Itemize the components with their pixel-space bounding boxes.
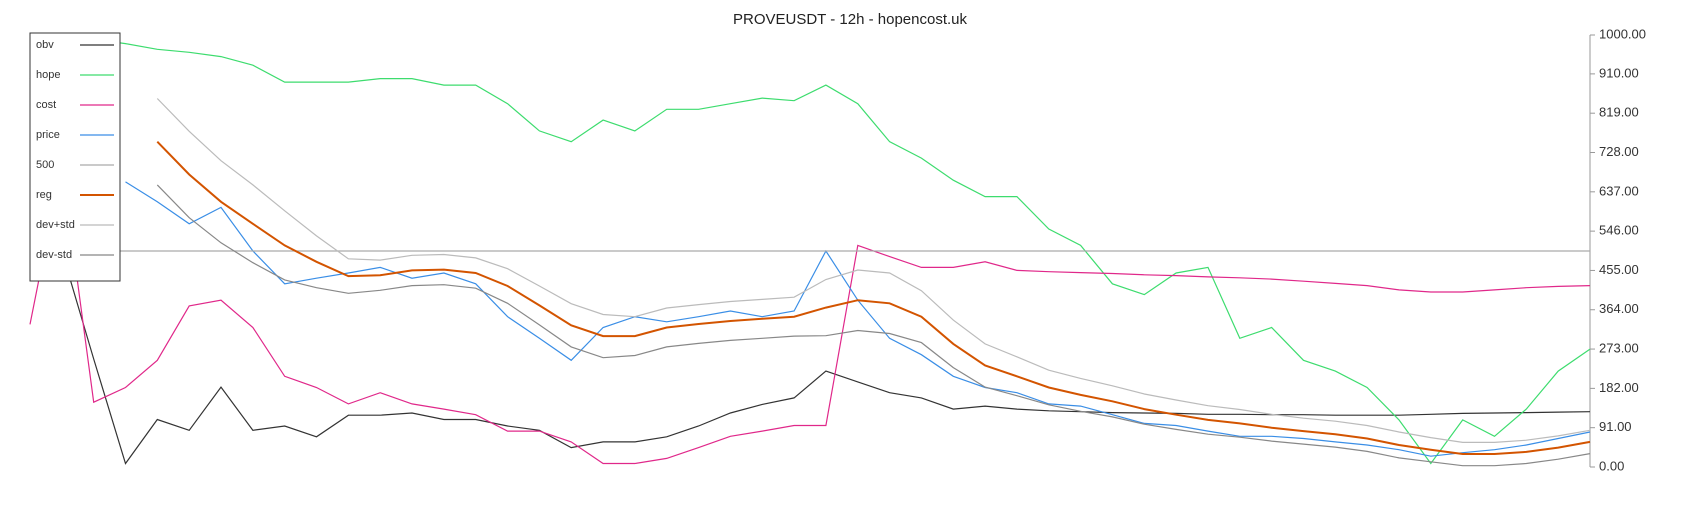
legend-label: reg xyxy=(36,189,52,201)
y-tick-label: 364.00 xyxy=(1599,301,1639,316)
y-tick-label: 819.00 xyxy=(1599,105,1639,120)
legend-label: hope xyxy=(36,69,60,81)
series-line xyxy=(156,141,1591,455)
y-tick-label: 637.00 xyxy=(1599,183,1639,198)
y-tick-label: 1000.00 xyxy=(1599,26,1646,41)
legend-label: obv xyxy=(36,39,54,51)
y-tick-label: 910.00 xyxy=(1599,65,1639,80)
y-tick-label: 0.00 xyxy=(1599,458,1624,473)
y-tick-label: 728.00 xyxy=(1599,144,1639,159)
series-line xyxy=(156,184,1591,467)
y-tick-label: 91.00 xyxy=(1599,419,1632,434)
legend-label: dev-std xyxy=(36,249,72,261)
y-tick-label: 273.00 xyxy=(1599,341,1639,356)
legend-label: dev+std xyxy=(36,219,75,231)
legend-label: price xyxy=(36,129,60,141)
series-line xyxy=(29,78,1591,465)
series-line xyxy=(93,38,1591,465)
y-tick-label: 546.00 xyxy=(1599,223,1639,238)
y-tick-label: 455.00 xyxy=(1599,262,1639,277)
legend-box xyxy=(29,32,121,282)
legend: obv hope cost price 500 reg dev+std dev-std xyxy=(29,32,121,282)
series-line xyxy=(29,164,1591,465)
y-tick-label: 182.00 xyxy=(1599,380,1639,395)
series-line xyxy=(156,98,1591,443)
chart-title: PROVEUSDT - 12h - hopencost.uk xyxy=(733,11,967,28)
legend-label: 500 xyxy=(36,159,54,171)
legend-label: cost xyxy=(36,99,56,111)
